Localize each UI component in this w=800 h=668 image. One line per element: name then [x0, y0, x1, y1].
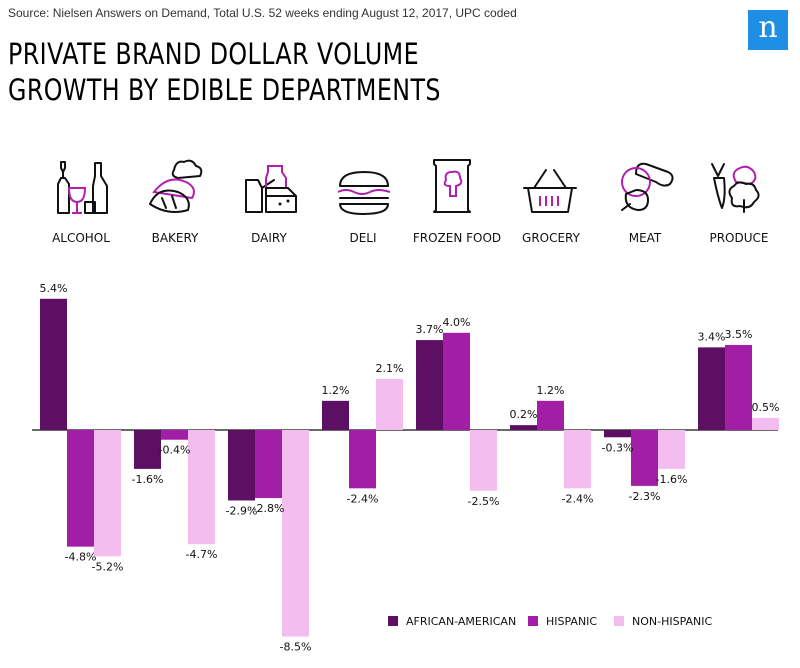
chart-title: PRIVATE BRAND DOLLAR VOLUME GROWTH BY ED…	[8, 37, 441, 107]
legend-swatch-non-hispanic	[614, 616, 624, 626]
bar-african-american-meat	[604, 430, 631, 438]
value-label-african-american-deli: 1.2%	[322, 384, 350, 397]
bar-non-hispanic-frozen-food	[470, 430, 497, 491]
value-label-non-hispanic-produce: 0.5%	[752, 401, 780, 414]
legend: AFRICAN-AMERICAN HISPANIC NON-HISPANIC	[388, 615, 713, 628]
bar-non-hispanic-meat	[658, 430, 685, 469]
value-label-hispanic-meat: -2.3%	[629, 490, 661, 503]
bar-non-hispanic-dairy	[282, 430, 309, 637]
bar-hispanic-meat	[631, 430, 658, 486]
bar-african-american-deli	[322, 400, 349, 430]
bar-hispanic-deli	[349, 430, 376, 489]
value-label-hispanic-bakery: -0.4%	[159, 444, 191, 457]
value-label-african-american-dairy: -2.9%	[226, 504, 258, 517]
sandwich-icon	[337, 171, 391, 215]
category-label-frozen-food: FROZEN FOOD	[413, 231, 501, 245]
bar-hispanic-produce	[725, 344, 752, 430]
legend-label-non-hispanic: NON-HISPANIC	[632, 615, 713, 628]
value-label-hispanic-grocery: 1.2%	[537, 384, 565, 397]
value-label-non-hispanic-frozen-food: -2.5%	[468, 495, 500, 508]
value-label-hispanic-alcohol: -4.8%	[65, 551, 97, 564]
bar-african-american-produce	[698, 347, 725, 430]
value-label-african-american-meat: -0.3%	[602, 441, 634, 454]
value-label-non-hispanic-dairy: -8.5%	[280, 641, 312, 654]
bar-hispanic-dairy	[255, 430, 282, 499]
bar-hispanic-frozen-food	[443, 332, 470, 430]
meat-sausage-icon	[621, 162, 674, 211]
value-label-non-hispanic-deli: 2.1%	[376, 362, 404, 375]
source-note: Source: Nielsen Answers on Demand, Total…	[8, 6, 517, 20]
value-label-african-american-frozen-food: 3.7%	[416, 323, 444, 336]
legend-label-hispanic: HISPANIC	[546, 615, 597, 628]
value-label-hispanic-frozen-food: 4.0%	[443, 316, 471, 329]
bar-african-american-grocery	[510, 425, 537, 430]
value-label-non-hispanic-bakery: -4.7%	[186, 548, 218, 561]
category-labels: ALCOHOL BAKERY DAIRY DELI FROZEN FOOD GROCERY…	[52, 231, 768, 245]
department-icons	[57, 159, 760, 215]
category-label-alcohol: ALCOHOL	[52, 231, 110, 245]
nielsen-logo: n	[748, 10, 788, 50]
milk-carton-icon	[245, 165, 297, 213]
category-label-grocery: GROCERY	[522, 231, 581, 245]
bars-group	[40, 298, 779, 637]
bread-icon	[149, 159, 203, 213]
bar-non-hispanic-alcohol	[94, 430, 121, 557]
category-label-dairy: DAIRY	[251, 231, 287, 245]
category-label-deli: DELI	[349, 231, 376, 245]
bar-non-hispanic-grocery	[564, 430, 591, 489]
value-label-african-american-grocery: 0.2%	[510, 408, 538, 421]
bar-hispanic-alcohol	[67, 430, 94, 547]
category-label-meat: MEAT	[629, 231, 662, 245]
value-label-hispanic-deli: -2.4%	[347, 492, 379, 505]
bar-african-american-dairy	[228, 430, 255, 501]
value-label-african-american-produce: 3.4%	[698, 330, 726, 343]
bar-hispanic-grocery	[537, 400, 564, 430]
bar-non-hispanic-deli	[376, 378, 403, 430]
category-label-bakery: BAKERY	[152, 231, 199, 245]
wine-bottles-icon	[57, 161, 108, 214]
value-label-non-hispanic-grocery: -2.4%	[562, 492, 594, 505]
legend-swatch-hispanic	[528, 616, 538, 626]
bar-african-american-bakery	[134, 430, 161, 469]
legend-label-african-american: AFRICAN-AMERICAN	[406, 615, 516, 628]
bar-african-american-alcohol	[40, 298, 67, 430]
value-label-non-hispanic-meat: -1.6%	[656, 473, 688, 486]
frozen-food-bag-icon	[433, 159, 471, 213]
value-label-african-american-bakery: -1.6%	[132, 473, 164, 486]
value-label-non-hispanic-alcohol: -5.2%	[92, 560, 124, 573]
produce-vegetables-icon	[711, 163, 760, 213]
shopping-basket-icon	[523, 169, 577, 213]
value-label-hispanic-dairy: -2.8%	[253, 502, 285, 515]
legend-swatch-african-american	[388, 616, 398, 626]
bar-non-hispanic-produce	[752, 417, 779, 430]
bar-african-american-frozen-food	[416, 340, 443, 430]
bar-hispanic-bakery	[161, 430, 188, 440]
value-label-hispanic-produce: 3.5%	[725, 328, 753, 341]
bar-non-hispanic-bakery	[188, 430, 215, 545]
value-labels: 5.4% -1.6% -2.9% 1.2% 3.7% 0.2% -0.3% 3.4% -4.8%…	[40, 282, 780, 654]
value-label-african-american-alcohol: 5.4%	[40, 282, 68, 295]
category-label-produce: PRODUCE	[709, 231, 768, 245]
